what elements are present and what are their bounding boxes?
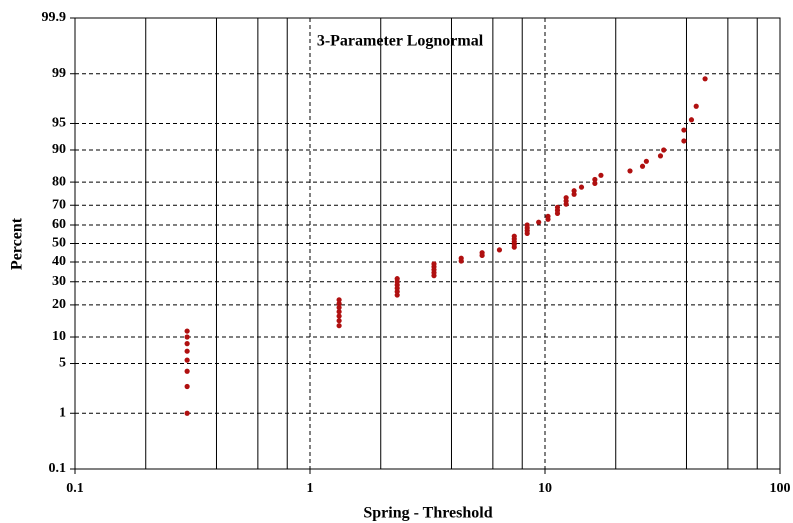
y-tick-label: 40 — [52, 254, 66, 269]
y-tick-label: 99 — [52, 66, 66, 81]
point — [563, 195, 569, 201]
point — [693, 103, 699, 109]
point — [336, 313, 342, 319]
point — [571, 188, 577, 194]
point — [336, 301, 342, 307]
point — [336, 297, 342, 303]
x-tick-label: 10 — [538, 481, 552, 496]
chart-title: 3-Parameter Lognormal — [317, 33, 484, 50]
y-tick-label: 10 — [52, 329, 66, 344]
x-tick-label: 1 — [307, 481, 314, 496]
y-axis-label: Percent — [9, 217, 26, 270]
point — [661, 147, 667, 153]
y-tick-label: 1 — [59, 405, 66, 420]
y-tick-label: 5 — [59, 356, 66, 371]
point — [184, 357, 190, 363]
y-tick-label: 50 — [52, 236, 66, 251]
point — [394, 276, 400, 282]
y-tick-label: 20 — [52, 297, 66, 312]
y-tick-label: 70 — [52, 197, 66, 212]
y-tick-label: 90 — [52, 142, 66, 157]
x-tick-label: 0.1 — [66, 481, 84, 496]
point — [458, 255, 464, 261]
y-tick-label: 80 — [52, 174, 66, 189]
y-tick-label: 95 — [52, 116, 66, 131]
point — [184, 341, 190, 347]
point — [702, 76, 708, 82]
point — [657, 153, 664, 159]
point — [184, 334, 190, 340]
point — [627, 168, 633, 174]
plot-border — [74, 17, 781, 470]
point — [536, 219, 542, 225]
point — [554, 204, 561, 210]
point — [598, 172, 604, 178]
point — [184, 348, 190, 354]
point — [336, 318, 342, 324]
point — [479, 250, 485, 256]
point — [184, 383, 190, 390]
point — [681, 127, 687, 133]
point — [336, 323, 342, 329]
point — [511, 233, 517, 239]
point — [681, 138, 687, 144]
y-tick-label: 30 — [52, 274, 66, 289]
point — [643, 158, 649, 164]
y-tick-label: 60 — [52, 217, 66, 232]
point — [639, 163, 646, 169]
point — [184, 328, 190, 334]
point — [496, 247, 503, 253]
point — [431, 261, 437, 267]
point — [184, 410, 190, 416]
point — [336, 304, 342, 311]
point — [592, 180, 598, 186]
y-tick-label: 0.1 — [49, 461, 67, 476]
point — [184, 368, 190, 374]
point — [578, 184, 585, 190]
point — [545, 213, 551, 219]
x-axis-label: Spring - Threshold — [363, 505, 492, 522]
point — [592, 176, 598, 183]
point — [524, 222, 530, 228]
x-tick-label: 100 — [770, 481, 791, 496]
point — [336, 309, 342, 315]
y-tick-label: 99.9 — [42, 10, 67, 25]
point — [688, 117, 695, 123]
